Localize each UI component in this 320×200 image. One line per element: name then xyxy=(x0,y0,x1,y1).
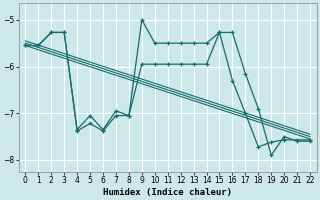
X-axis label: Humidex (Indice chaleur): Humidex (Indice chaleur) xyxy=(103,188,232,197)
